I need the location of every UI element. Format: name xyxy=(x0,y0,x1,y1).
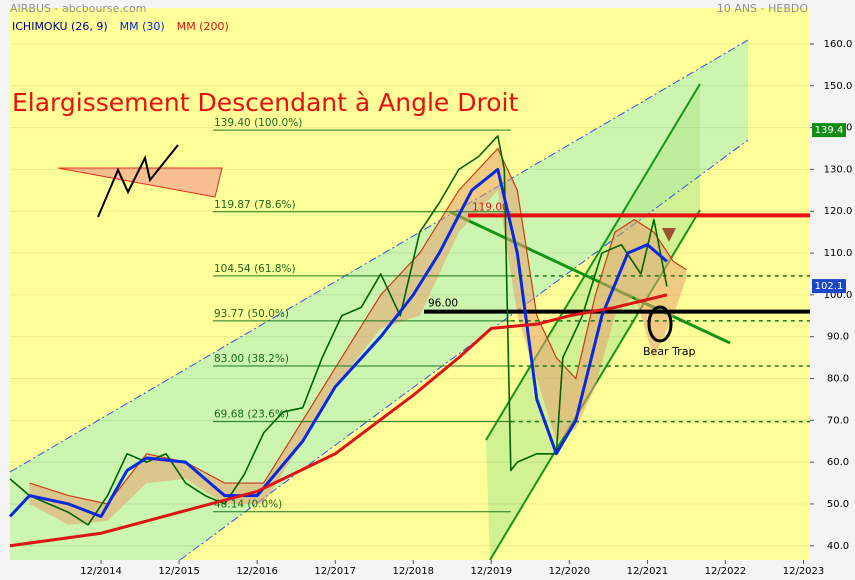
chart-subtitle: 10 ANS - HEBDO xyxy=(717,2,808,15)
fib-label: 139.40 (100.0%) xyxy=(214,117,302,129)
price-line xyxy=(9,135,668,526)
y-tick-label: 60.0 xyxy=(827,457,849,468)
fib-label: 83.00 (38.2%) xyxy=(214,353,289,365)
x-tick-label: 12/2017 xyxy=(314,566,356,577)
price-badge-label: 102.1 xyxy=(815,281,844,292)
y-tick-label: 120.0 xyxy=(824,206,853,217)
y-tick-label: 110.0 xyxy=(824,248,853,259)
channel-top xyxy=(9,39,749,473)
x-tick-label: 12/2022 xyxy=(705,566,747,577)
x-tick-label: 12/2018 xyxy=(392,566,434,577)
x-tick-label: 12/2019 xyxy=(471,566,513,577)
y-tick-label: 70.0 xyxy=(827,415,849,426)
y-tick-label: 50.0 xyxy=(827,499,849,510)
legend-entry: MM (200) xyxy=(177,20,229,33)
y-tick-label: 40.0 xyxy=(827,541,849,552)
channel-bottom xyxy=(179,139,749,561)
fib-label: 93.77 (50.0%) xyxy=(214,308,289,320)
fib-label: 69.68 (23.6%) xyxy=(214,409,289,421)
price-badge-label: 139.4 xyxy=(815,125,844,136)
pattern-zigzag xyxy=(97,144,179,218)
price-badge xyxy=(812,123,846,138)
data-layer: 139.40 (100.0%) 119.87 (78.6%) 104.54 (61.… xyxy=(8,43,810,548)
legend-entry: ICHIMOKU (26, 9) xyxy=(12,20,108,33)
x-tick-label: 12/2021 xyxy=(627,566,669,577)
moving-average xyxy=(9,293,668,548)
x-tick-label: 12/2016 xyxy=(236,566,278,577)
y-tick-label: 90.0 xyxy=(827,332,849,343)
fib-label: 119.87 (78.6%) xyxy=(214,199,296,211)
y-tick-label: 150.0 xyxy=(824,81,853,92)
pattern-label: Bear Trap xyxy=(643,345,695,358)
x-tick-label: 12/2023 xyxy=(783,566,825,577)
ichimoku-cloud xyxy=(29,148,687,525)
x-tick-label: 12/2015 xyxy=(158,566,200,577)
x-tick-label: 12/2014 xyxy=(80,566,122,577)
y-tick-label: 130.0 xyxy=(824,164,853,175)
down-arrow xyxy=(662,228,676,242)
y-tick-label: 100.0 xyxy=(824,290,853,301)
fib-label: 48.14 (0.0%) xyxy=(214,499,282,511)
descending-line xyxy=(449,210,731,345)
x-tick-label: 12/2020 xyxy=(549,566,591,577)
y-tick-label: 160.0 xyxy=(824,39,853,50)
bear-trap-circle xyxy=(647,305,673,343)
moving-average xyxy=(8,167,668,519)
fib-label: 104.54 (61.8%) xyxy=(214,263,296,275)
level-label: 119.00 xyxy=(472,201,509,213)
price-badge xyxy=(812,279,846,294)
y-tick-label: 80.0 xyxy=(827,374,849,385)
level-label: 96.00 xyxy=(428,298,458,310)
chart-title: AIRBUS - abcbourse.com xyxy=(10,2,146,15)
rising-channel-top xyxy=(485,83,701,441)
annotation: Elargissement Descendant à Angle Droit xyxy=(12,88,518,117)
legend-entry: MM (30) xyxy=(120,20,165,33)
